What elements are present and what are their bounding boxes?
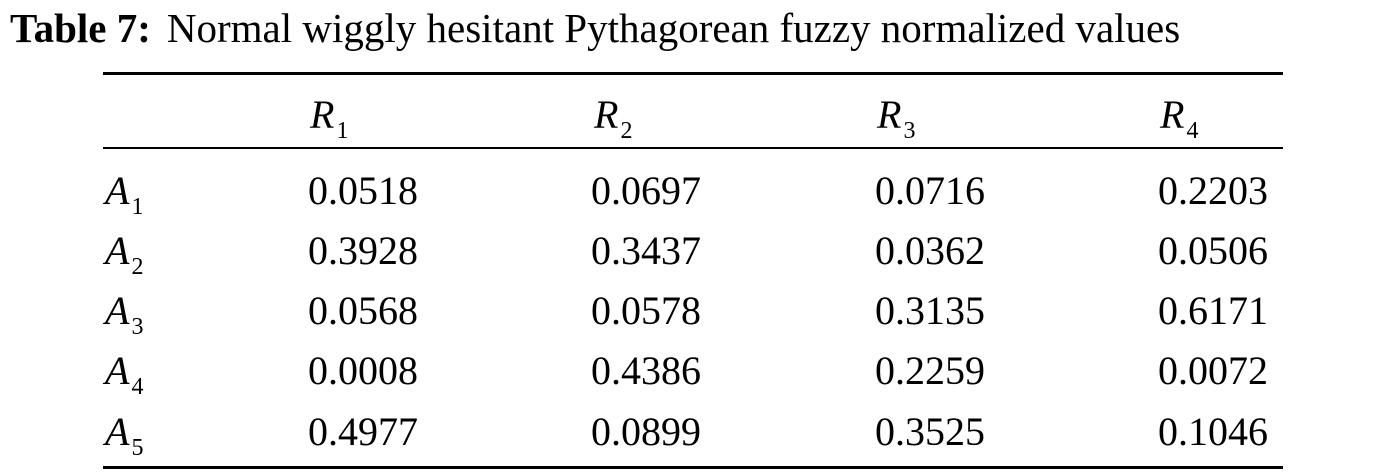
table-cell: 0.0362 xyxy=(875,228,985,273)
table-caption: Table 7: Normal wiggly hesitant Pythagore… xyxy=(10,4,1180,52)
table-cell: 0.4977 xyxy=(308,409,418,454)
column-header-r1: R1 xyxy=(310,92,349,144)
row-label-a3: A3 xyxy=(105,288,144,340)
row-label-a4: A4 xyxy=(105,348,144,400)
header-rule xyxy=(103,147,1283,149)
top-rule xyxy=(103,72,1283,75)
table-cell: 0.2259 xyxy=(875,348,985,393)
table-cell: 0.0568 xyxy=(308,288,418,333)
table-cell: 0.0578 xyxy=(591,288,701,333)
table-cell: 0.0899 xyxy=(591,409,701,454)
column-header-r3: R3 xyxy=(877,92,916,144)
table-cell: 0.3525 xyxy=(875,409,985,454)
table-cell: 0.3135 xyxy=(875,288,985,333)
table-cell: 0.2203 xyxy=(1158,168,1268,213)
table-cell: 0.4386 xyxy=(591,348,701,393)
caption-label: Table 7: xyxy=(10,5,151,51)
table-cell: 0.0008 xyxy=(308,348,418,393)
table-cell: 0.0716 xyxy=(875,168,985,213)
table-cell: 0.6171 xyxy=(1158,288,1268,333)
row-label-a1: A1 xyxy=(105,168,144,220)
table-cell: 0.3437 xyxy=(591,228,701,273)
table-cell: 0.0697 xyxy=(591,168,701,213)
table-cell: 0.0518 xyxy=(308,168,418,213)
table-cell: 0.3928 xyxy=(308,228,418,273)
table-cell: 0.1046 xyxy=(1158,409,1268,454)
table-cell: 0.0072 xyxy=(1158,348,1268,393)
column-header-r4: R4 xyxy=(1160,92,1199,144)
table-cell: 0.0506 xyxy=(1158,228,1268,273)
row-label-a5: A5 xyxy=(105,409,144,461)
row-label-a2: A2 xyxy=(105,228,144,280)
bottom-rule xyxy=(103,466,1283,469)
column-header-r2: R2 xyxy=(594,92,633,144)
caption-text: Normal wiggly hesitant Pythagorean fuzzy… xyxy=(166,5,1181,51)
